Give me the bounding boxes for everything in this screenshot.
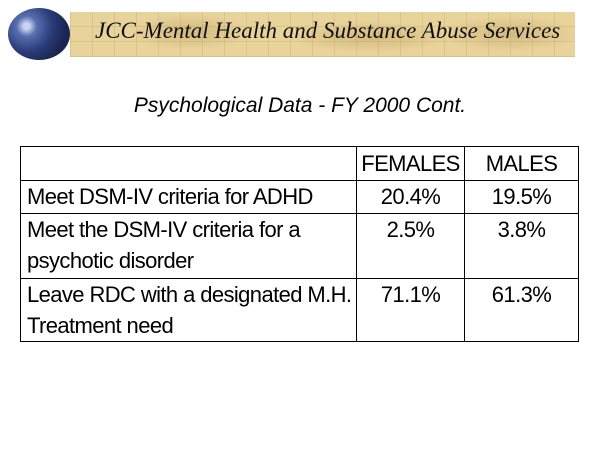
row-label: Leave RDC with a designated M.H. Treatme…: [20, 278, 357, 342]
header-cell-males: MALES: [464, 146, 579, 181]
header-cell-empty: [20, 146, 357, 181]
table-row: Leave RDC with a designated M.H. Treatme…: [20, 278, 579, 342]
row-label: Meet the DSM-IV criteria for a psychotic…: [20, 213, 357, 279]
slide-subtitle: Psychological Data - FY 2000 Cont.: [133, 94, 467, 117]
header-banner: [70, 12, 575, 57]
females-value: 71.1%: [356, 278, 465, 342]
males-value: 3.8%: [464, 213, 579, 279]
males-value: 19.5%: [464, 180, 579, 214]
males-value: 61.3%: [464, 278, 579, 342]
row-label: Meet DSM-IV criteria for ADHD: [20, 180, 357, 214]
table-header-row: FEMALES MALES: [20, 146, 579, 181]
females-value: 2.5%: [356, 213, 465, 279]
table-row: Meet DSM-IV criteria for ADHD 20.4% 19.5…: [20, 180, 579, 214]
females-value: 20.4%: [356, 180, 465, 214]
data-table: FEMALES MALES Meet DSM-IV criteria for A…: [20, 146, 579, 342]
table-row: Meet the DSM-IV criteria for a psychotic…: [20, 213, 579, 279]
globe-icon: [8, 8, 70, 60]
header-title: JCC-Mental Health and Substance Abuse Se…: [95, 18, 561, 43]
header-cell-females: FEMALES: [356, 146, 465, 181]
